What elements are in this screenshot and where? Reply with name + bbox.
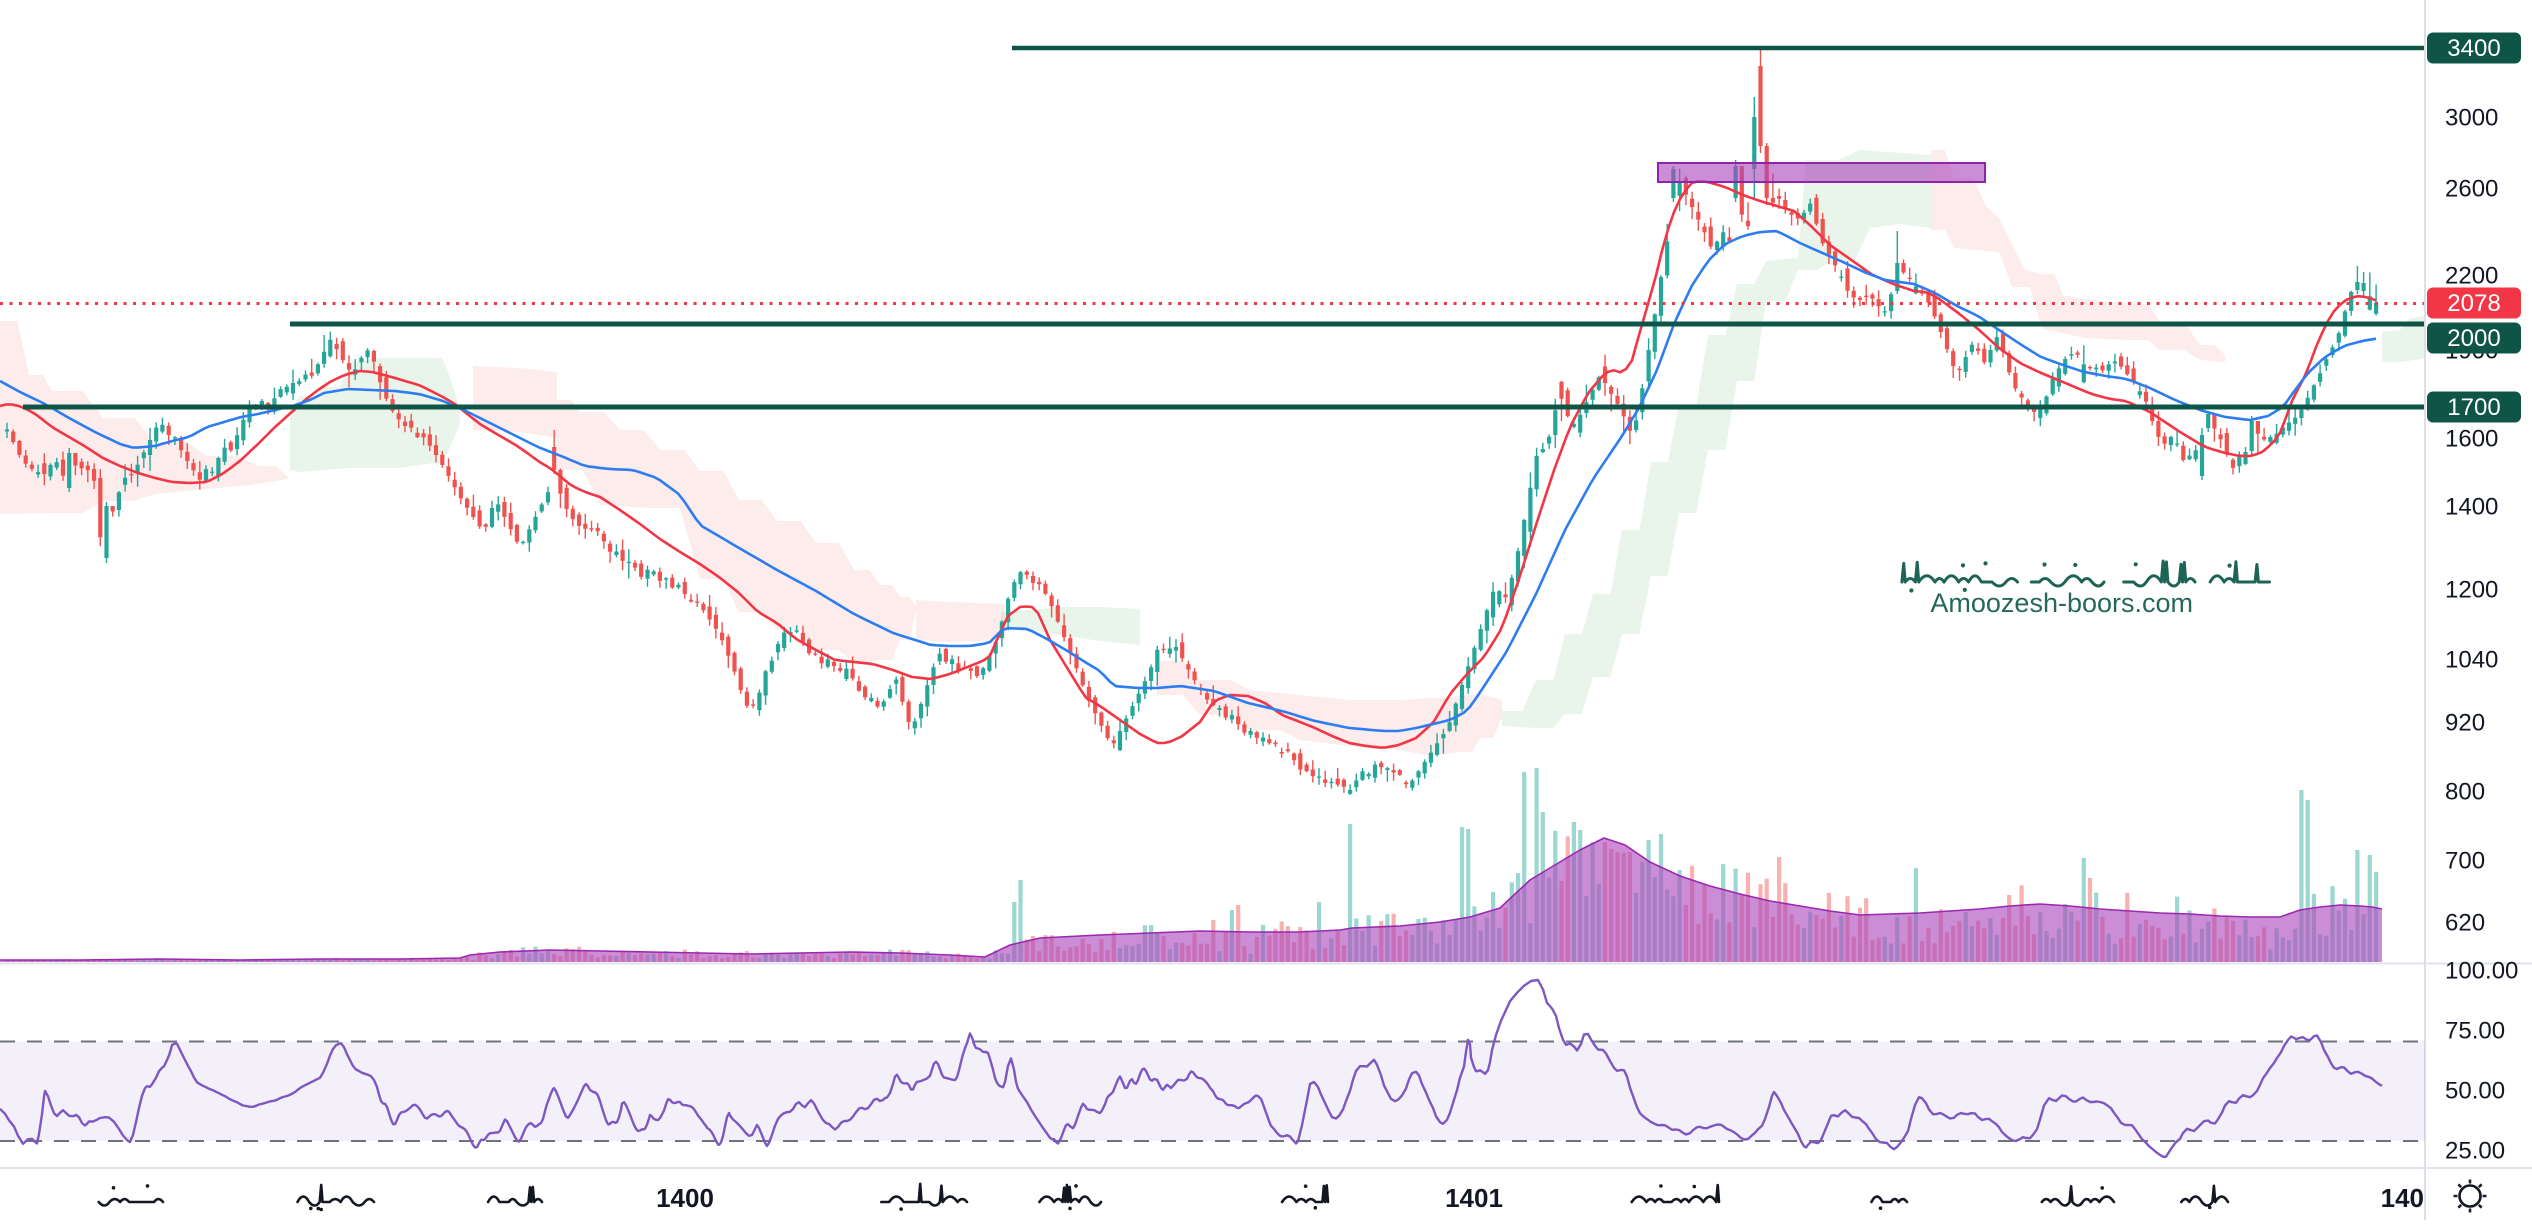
svg-text:1200: 1200 <box>2445 577 2498 604</box>
svg-text:Amoozesh-boors.com: Amoozesh-boors.com <box>1930 588 2193 618</box>
svg-text:2000: 2000 <box>2447 325 2500 352</box>
svg-text:1400: 1400 <box>2445 494 2498 521</box>
svg-text:2200: 2200 <box>2445 263 2498 290</box>
svg-text:800: 800 <box>2445 779 2485 806</box>
svg-text:3000: 3000 <box>2445 105 2498 132</box>
svg-text:3400: 3400 <box>2447 35 2500 62</box>
svg-text:75.00: 75.00 <box>2445 1018 2505 1045</box>
svg-text:25.00: 25.00 <box>2445 1138 2505 1165</box>
svg-text:2600: 2600 <box>2445 176 2498 203</box>
svg-text:1401: 1401 <box>1445 1183 1503 1213</box>
svg-text:920: 920 <box>2445 710 2485 737</box>
svg-text:2078: 2078 <box>2447 290 2500 317</box>
svg-text:140: 140 <box>2381 1183 2424 1213</box>
svg-text:1400: 1400 <box>656 1183 714 1213</box>
svg-text:50.00: 50.00 <box>2445 1078 2505 1105</box>
svg-text:700: 700 <box>2445 848 2485 875</box>
svg-text:1700: 1700 <box>2447 394 2500 421</box>
svg-text:1040: 1040 <box>2445 647 2498 674</box>
svg-text:620: 620 <box>2445 910 2485 937</box>
svg-text:100.00: 100.00 <box>2445 958 2518 985</box>
svg-text:1600: 1600 <box>2445 426 2498 453</box>
